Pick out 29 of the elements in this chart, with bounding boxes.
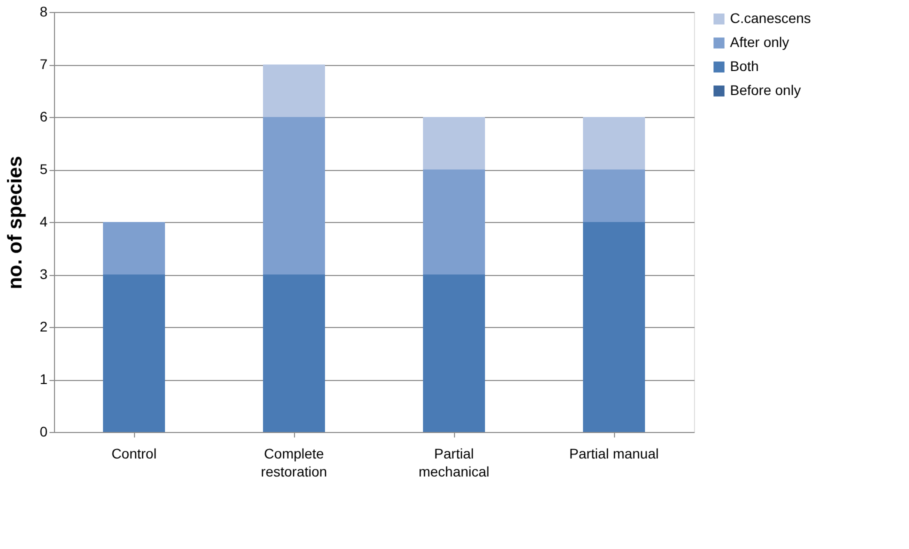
legend-label: Before only xyxy=(730,82,801,98)
y-tick-label: 8 xyxy=(40,4,48,20)
legend-label: After only xyxy=(730,34,790,50)
x-tick-label: Partial manual xyxy=(569,446,659,462)
bar xyxy=(423,274,485,432)
bar xyxy=(103,222,165,274)
y-tick-label: 4 xyxy=(40,214,48,230)
x-tick-label: Control xyxy=(111,446,157,462)
y-tick-label: 0 xyxy=(40,424,48,440)
bar xyxy=(263,274,325,432)
y-axis-title: no. of species xyxy=(4,156,27,290)
y-tick-label: 6 xyxy=(40,108,48,124)
x-tick-label: Complete restoration xyxy=(260,446,328,480)
bar xyxy=(583,222,645,432)
y-tick-label: 1 xyxy=(40,371,48,387)
y-tick-label: 2 xyxy=(40,318,48,334)
bar xyxy=(583,117,645,170)
legend-label: Both xyxy=(730,58,759,74)
bar xyxy=(423,117,485,170)
y-tick-label: 3 xyxy=(40,266,48,282)
bar xyxy=(103,274,165,432)
y-tick-label: 5 xyxy=(40,161,48,177)
bar xyxy=(263,117,325,274)
bar xyxy=(583,170,645,222)
y-tick-label: 7 xyxy=(40,56,48,72)
x-tick-label: Partial mechanical xyxy=(418,446,490,480)
legend-label: C.canescens xyxy=(730,10,811,26)
bar xyxy=(423,170,485,274)
bar xyxy=(263,64,325,117)
